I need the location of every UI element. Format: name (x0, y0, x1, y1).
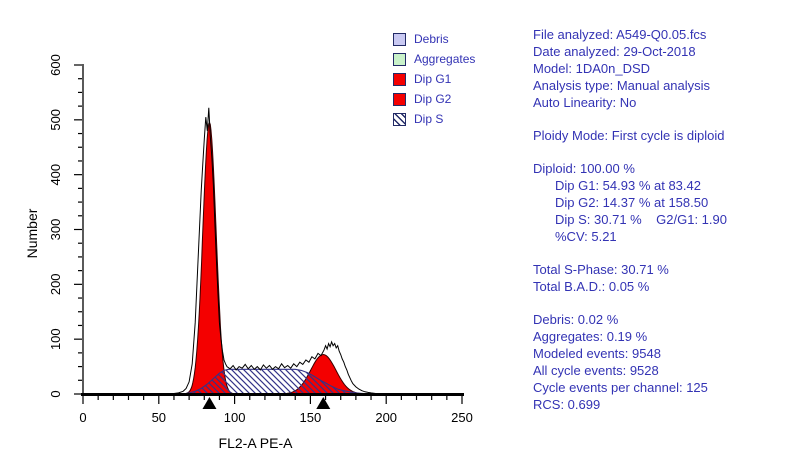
y-tick-label: 100 (48, 328, 63, 350)
debris-percent: Debris: 0.02 % (533, 312, 619, 327)
info-group: File analyzed: A549-Q0.05.fcs Date analyz… (533, 26, 791, 111)
legend-label: Aggregates (414, 52, 476, 66)
peak-marker-triangle[interactable] (202, 397, 217, 409)
all-cycle-events: All cycle events: 9528 (533, 363, 659, 378)
legend-item-dip-g2: Dip G2 (393, 89, 475, 109)
ploidy-mode: Ploidy Mode: First cycle is diploid (533, 128, 725, 143)
x-tick-label: 50 (152, 410, 166, 425)
cycle-events-per-channel: Cycle events per channel: 125 (533, 380, 708, 395)
y-tick-label: 600 (48, 54, 63, 76)
total-bad: Total B.A.D.: 0.05 % (533, 279, 650, 294)
legend-swatch-dip-g2 (393, 92, 406, 106)
y-tick-label: 200 (48, 273, 63, 295)
legend-label: Dip G2 (414, 92, 452, 106)
legend-swatch-aggregates (393, 52, 406, 66)
modeled-events: Modeled events: 9548 (533, 346, 661, 361)
legend-swatch-dip-g1 (393, 72, 406, 86)
legend-label: Debris (414, 32, 449, 46)
plot-legend: Debris Aggregates Dip G1 Dip G2 Dip S (393, 29, 475, 129)
dip-s-stat: Dip S: 30.71 % G2/G1: 1.90 (555, 212, 727, 227)
analysis-type: Analysis type: Manual analysis (533, 78, 711, 93)
legend-swatch-debris (393, 32, 406, 46)
x-axis-title: FL2-A PE-A (219, 435, 294, 451)
raw-data-curve (166, 107, 381, 395)
cell-cycle-histogram: 0 50 100 150 200 250 0 100 200 300 400 500 600 FL2-A … (24, 54, 473, 451)
legend-label: Dip G1 (414, 72, 452, 86)
info-group: Ploidy Mode: First cycle is diploid (533, 127, 791, 144)
total-s-phase: Total S-Phase: 30.71 % (533, 262, 669, 277)
legend-item-dip-g1: Dip G1 (393, 69, 475, 89)
legend-item-debris: Debris (393, 29, 475, 49)
date-analyzed: Date analyzed: 29-Oct-2018 (533, 44, 696, 59)
y-tick-label: 0 (48, 390, 63, 397)
dip-g1-stat: Dip G1: 54.93 % at 83.42 (555, 178, 701, 193)
model: Model: 1DA0n_DSD (533, 61, 651, 76)
y-tick-label: 400 (48, 164, 63, 186)
dip-g2-stat: Dip G2: 14.37 % at 158.50 (555, 195, 709, 210)
auto-linearity: Auto Linearity: No (533, 95, 637, 110)
y-axis-title: Number (24, 208, 40, 258)
info-group: Diploid: 100.00 % Dip G1: 54.93 % at 83.4… (533, 160, 791, 245)
legend-item-dip-s: Dip S (393, 109, 475, 129)
x-tick-label: 150 (300, 410, 322, 425)
legend-swatch-dip-s (393, 112, 406, 126)
file-analyzed: File analyzed: A549-Q0.05.fcs (533, 27, 707, 42)
peak-marker-triangle[interactable] (316, 397, 331, 409)
info-group: Total S-Phase: 30.71 % Total B.A.D.: 0.05… (533, 261, 791, 295)
rcs: RCS: 0.699 (533, 397, 601, 412)
x-tick-label: 250 (451, 410, 473, 425)
legend-item-aggregates: Aggregates (393, 49, 475, 69)
legend-label: Dip S (414, 112, 444, 126)
x-tick-label: 0 (79, 410, 86, 425)
cv-stat: %CV: 5.21 (555, 229, 617, 244)
info-group: Debris: 0.02 % Aggregates: 0.19 % Modeled … (533, 311, 791, 413)
x-tick-label: 200 (375, 410, 397, 425)
x-tick-label: 100 (224, 410, 246, 425)
model-area-dip-s (183, 368, 372, 395)
analysis-results-panel: File analyzed: A549-Q0.05.fcs Date analyz… (533, 26, 791, 429)
diploid-percent: Diploid: 100.00 % (533, 161, 635, 176)
aggregates-percent: Aggregates: 0.19 % (533, 329, 648, 344)
y-tick-label: 500 (48, 109, 63, 131)
y-tick-label: 300 (48, 219, 63, 241)
